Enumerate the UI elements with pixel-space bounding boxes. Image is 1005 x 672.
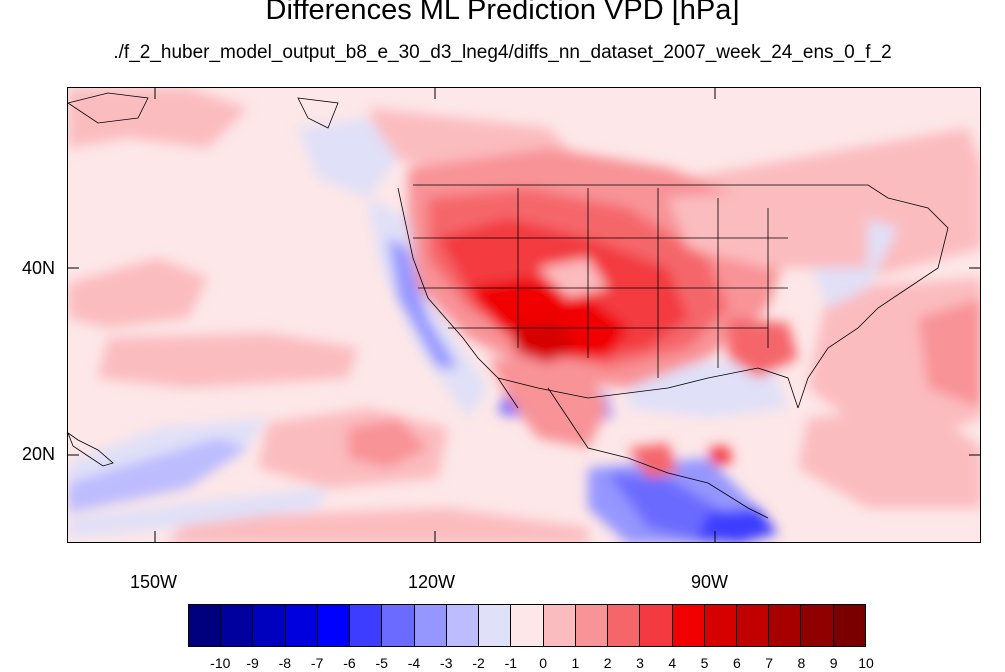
colorbar-tick-label: 0 (539, 655, 548, 671)
colorbar-tick-label: -8 (278, 655, 292, 671)
colorbar-tick-label: 5 (700, 655, 709, 671)
colorbar-tick-label: 10 (858, 655, 874, 671)
colorbar-cell (769, 605, 802, 646)
colorbar-cell (479, 605, 512, 646)
coastlines-and-borders (68, 92, 949, 519)
difference-map (68, 88, 980, 542)
colorbar-cell (608, 605, 641, 646)
colorbar-tick-label: 2 (603, 655, 612, 671)
colorbar-cell (285, 605, 318, 646)
colorbar-cell (736, 605, 770, 646)
colorbar-tick-label: -4 (407, 655, 421, 671)
colorbar-tick-label: 6 (732, 655, 741, 671)
colorbar-tick-label: -7 (310, 655, 324, 671)
colorbar-cell (253, 605, 286, 646)
colorbar-tick-label: -2 (472, 655, 485, 671)
colorbar-cell (221, 605, 254, 646)
colorbar-tick-label: -3 (440, 655, 453, 671)
colorbar-cell (575, 605, 609, 646)
colorbar-cell (511, 605, 544, 646)
colorbar-cell (801, 605, 834, 646)
colorbar-cell (543, 605, 576, 646)
plot-subtitle: ./f_2_huber_model_output_b8_e_30_d3_lneg… (113, 42, 892, 63)
colorbar-cell (672, 605, 705, 646)
lat-label-40n: 40N (22, 258, 56, 278)
colorbar-cell (350, 605, 383, 646)
colorbar-tick-label: 8 (797, 655, 806, 671)
lon-label-120w: 120W (408, 572, 456, 592)
colorbar-tick-label: -10 (210, 655, 231, 671)
colorbar-tick-label: -6 (343, 655, 356, 671)
colorbar-cell (189, 605, 222, 646)
colorbar-cell (414, 605, 447, 646)
colorbar-cell (640, 605, 673, 646)
colorbar (188, 604, 866, 647)
colorbar-cell (704, 605, 737, 646)
plot-title: Differences ML Prediction VPD [hPa] (265, 0, 740, 26)
colorbar-tick-label: 9 (829, 655, 838, 671)
lon-label-90w: 90W (691, 572, 729, 592)
colorbar-tick-label: -9 (246, 655, 259, 671)
colorbar-tick-label: 4 (668, 655, 677, 671)
colorbar-tick-label: 3 (636, 655, 644, 671)
colorbar-cell (382, 605, 415, 646)
colorbar-tick-label: -1 (504, 655, 518, 671)
colorbar-cell (833, 605, 865, 646)
colorbar-tick-label: 1 (571, 655, 580, 671)
colorbar-cell (317, 605, 351, 646)
colorbar-cell (446, 605, 480, 646)
map-panel (67, 87, 981, 543)
lat-label-20n: 20N (22, 444, 56, 464)
colorbar-tick-label: -5 (375, 655, 388, 671)
lon-label-150w: 150W (130, 572, 178, 592)
colorbar-tick-label: 7 (765, 655, 774, 671)
